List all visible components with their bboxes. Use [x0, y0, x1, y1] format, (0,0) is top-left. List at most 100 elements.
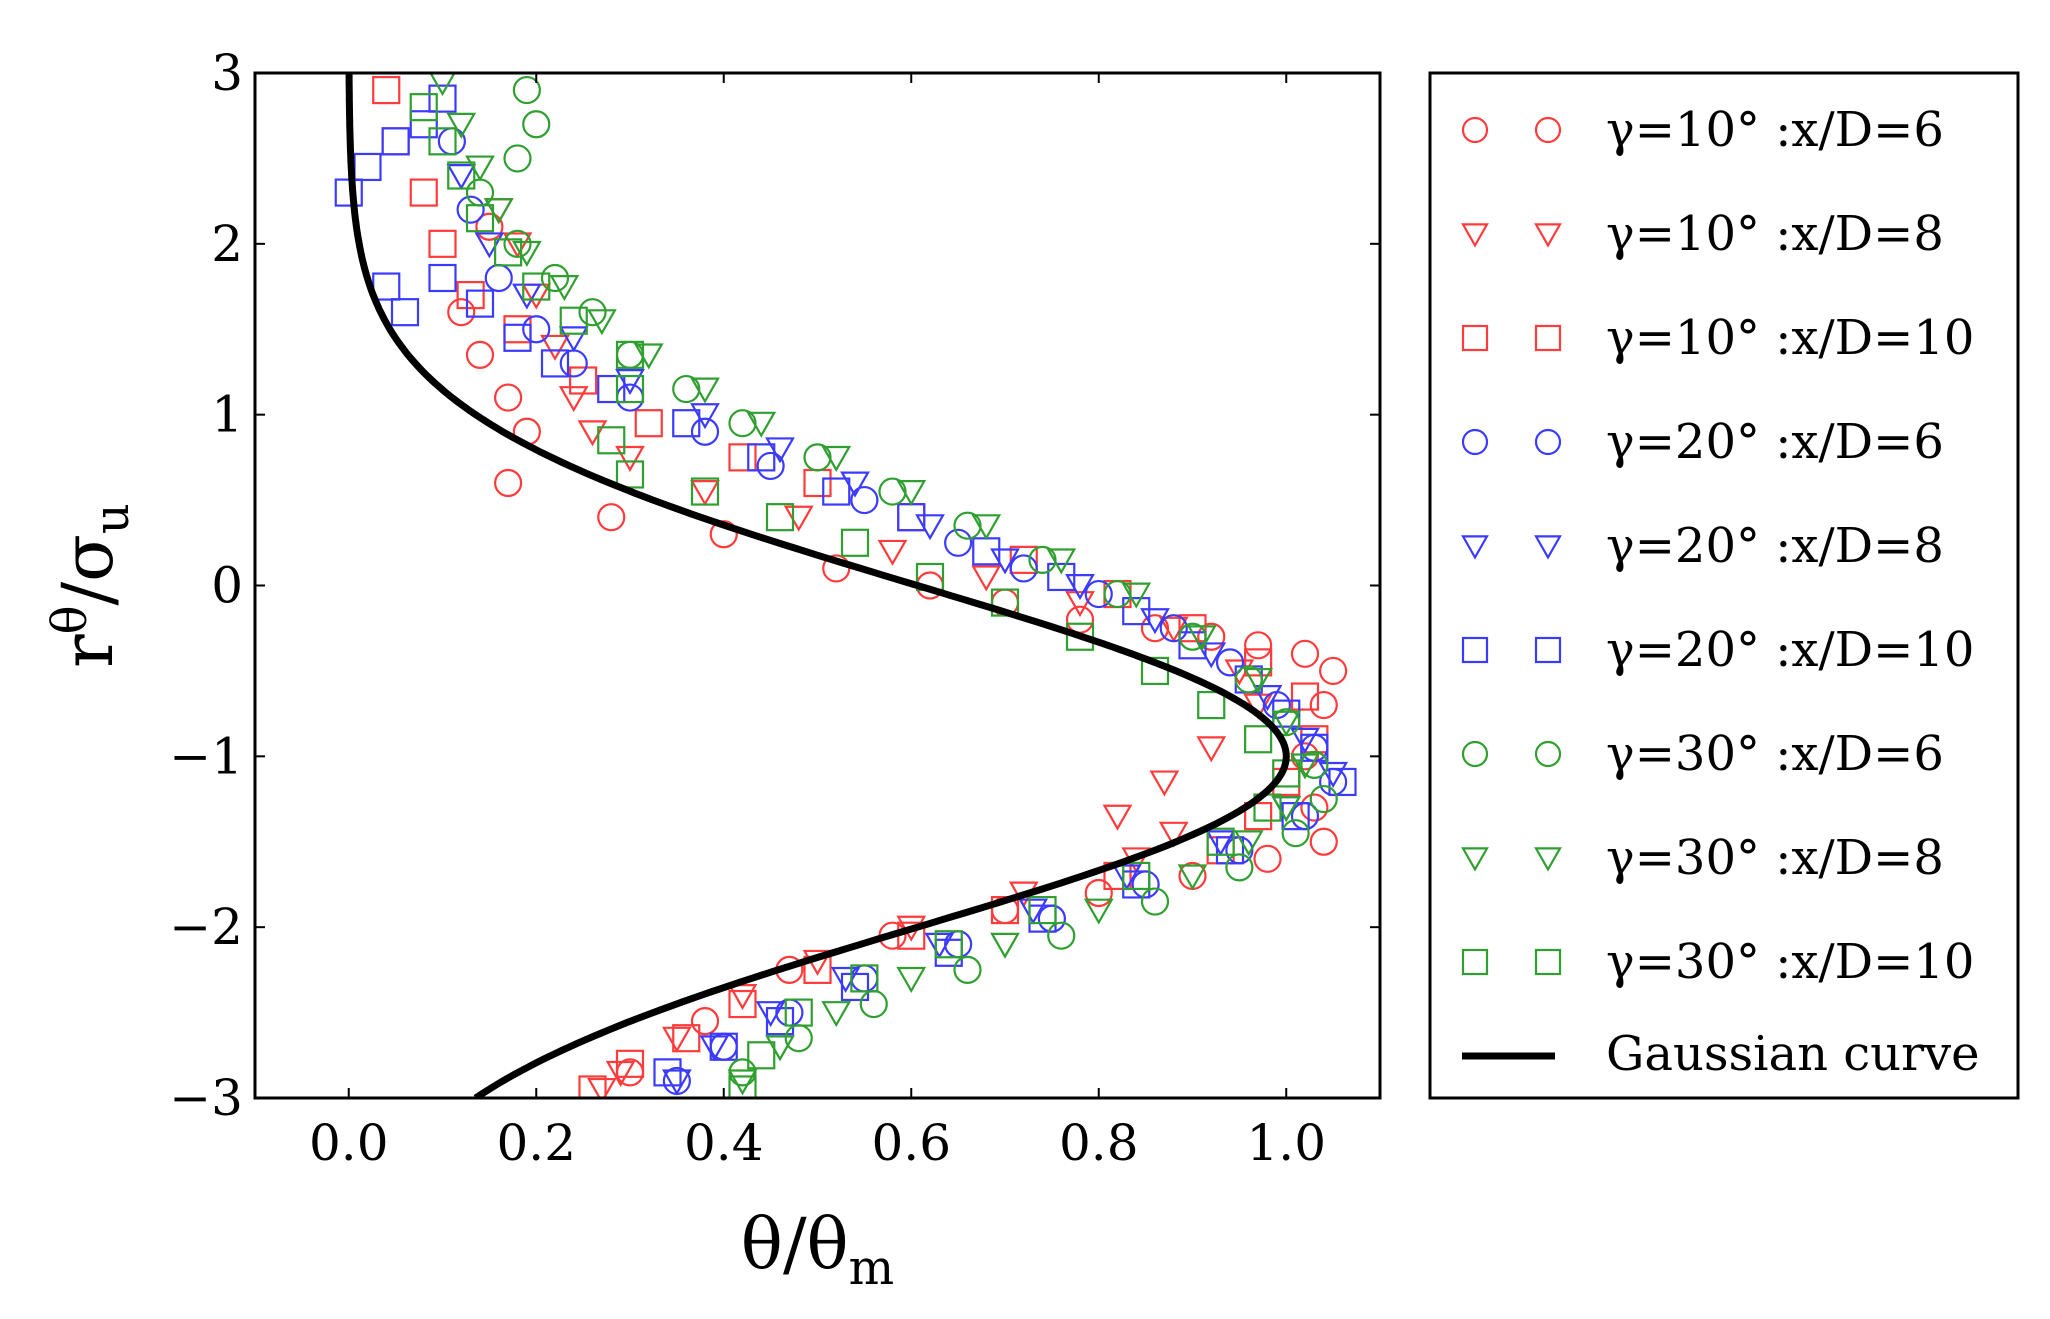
data-point	[877, 539, 908, 566]
data-point	[972, 537, 1001, 566]
data-point	[709, 520, 738, 549]
legend-label: γ=10° :x/D=6	[1606, 102, 1944, 158]
data-point	[1177, 864, 1208, 891]
legend-label: Gaussian curve	[1606, 1026, 1980, 1082]
data-point	[503, 144, 532, 173]
legend-label: γ=30° :x/D=6	[1606, 726, 1944, 782]
data-point	[465, 340, 495, 369]
data-point	[747, 443, 776, 472]
data-point	[578, 1075, 607, 1098]
data-point	[540, 349, 570, 378]
data-point	[897, 503, 926, 532]
data-point	[484, 263, 513, 293]
data-point	[1244, 631, 1273, 660]
data-point	[699, 1035, 730, 1062]
legend-item: γ=30° :x/D=6	[1461, 726, 1944, 782]
data-point	[672, 1024, 701, 1053]
data-point	[709, 1032, 738, 1061]
data-point	[728, 1058, 757, 1087]
legend-marker	[1461, 324, 1489, 352]
data-point	[615, 1049, 645, 1078]
data-point	[615, 340, 645, 369]
data-point	[558, 326, 589, 353]
data-point	[784, 998, 813, 1027]
data-point	[1140, 614, 1170, 643]
data-point	[971, 514, 1002, 541]
data-point	[597, 503, 626, 532]
legend-item: γ=10° :x/D=8	[1461, 206, 1944, 262]
data-point	[437, 127, 466, 156]
data-point	[578, 298, 607, 327]
x-tick-label: 0.2	[496, 1114, 576, 1172]
data-point	[672, 374, 701, 404]
legend-marker	[1534, 223, 1562, 248]
data-point	[615, 383, 645, 412]
data-point	[428, 127, 457, 156]
legend-item: γ=30° :x/D=8	[1461, 830, 1944, 886]
legend-item: γ=20° :x/D=6	[1461, 414, 1944, 470]
data-point	[465, 289, 495, 318]
data-point	[1178, 861, 1207, 891]
data-point	[381, 127, 410, 156]
legend-label: γ=20° :x/D=8	[1606, 518, 1944, 574]
data-point	[1244, 648, 1273, 677]
data-point	[1328, 767, 1357, 797]
data-point	[690, 417, 720, 446]
data-point	[878, 477, 907, 506]
data-point	[850, 964, 879, 993]
data-point	[859, 989, 888, 1019]
data-point	[428, 84, 457, 113]
data-point	[1084, 878, 1113, 908]
y-tick-label: 2	[211, 215, 243, 273]
x-tick-label: 0.0	[309, 1114, 389, 1172]
data-point	[1186, 625, 1217, 652]
data-point	[586, 309, 617, 336]
data-point	[1215, 836, 1245, 865]
data-point	[353, 152, 382, 182]
data-point	[821, 1001, 852, 1028]
data-point	[494, 383, 523, 412]
data-point	[409, 93, 438, 122]
legend-marker	[1461, 636, 1489, 664]
data-point	[1243, 667, 1274, 695]
data-point	[746, 411, 777, 438]
legend-marker	[1534, 428, 1562, 456]
data-point	[662, 1066, 691, 1096]
data-point	[661, 1069, 692, 1096]
data-point	[1252, 685, 1283, 712]
data-point	[1290, 682, 1320, 711]
data-point	[971, 565, 1002, 592]
legend-marker	[1461, 535, 1489, 560]
data-point	[728, 443, 757, 472]
data-point	[494, 238, 523, 267]
ticks-layer: 0.0 0.2 0.4 0.6 0.8 1.0 3 2 1 0 −1 −2 −3	[169, 44, 1380, 1172]
data-point	[896, 966, 927, 993]
data-point	[1196, 736, 1227, 763]
data-point	[522, 110, 551, 139]
data-point	[615, 340, 645, 369]
legend-item: γ=30° :x/D=10	[1461, 934, 1974, 990]
legend-marker	[1461, 948, 1489, 976]
data-point	[803, 443, 832, 472]
data-point	[428, 263, 457, 293]
data-point	[390, 298, 420, 327]
x-tick-label: 1.0	[1246, 1114, 1326, 1172]
data-point	[549, 275, 580, 302]
data-point	[944, 528, 973, 557]
data-point	[1083, 898, 1114, 925]
legend-item: γ=20° :x/D=8	[1461, 518, 1944, 574]
legend-marker	[1534, 636, 1562, 664]
data-point	[615, 1058, 645, 1087]
y-tick-label: 3	[211, 44, 243, 102]
data-point	[540, 334, 570, 361]
data-point	[558, 386, 589, 413]
data-point	[1159, 614, 1188, 643]
data-point	[1028, 895, 1057, 925]
data-point	[446, 164, 477, 191]
data-point	[409, 110, 438, 139]
data-point	[409, 178, 438, 207]
data-point	[522, 315, 551, 344]
data-point	[765, 1007, 795, 1036]
data-point	[1309, 784, 1338, 814]
